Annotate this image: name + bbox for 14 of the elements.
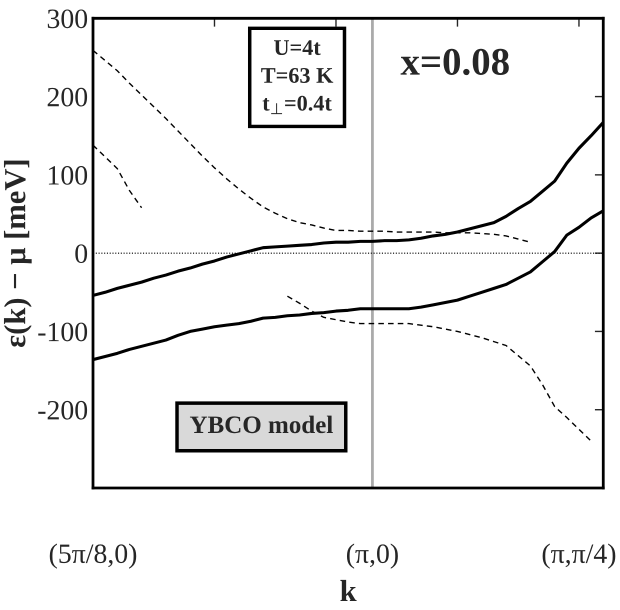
x-axis-title: k: [340, 580, 357, 602]
x-tick-label: (5π/8,0): [50, 544, 136, 569]
y-tick-label: -100: [38, 322, 88, 342]
annotation: U=4t T=63 K t$_{⊥}$=0.4t: [261, 40, 334, 114]
y-tick-label: 0: [75, 244, 88, 264]
y-tick-label: 300: [48, 9, 88, 28]
y-tick-label: 100: [48, 166, 88, 185]
y-tick-label: 200: [48, 88, 88, 106]
x-tick-label: (π,π/4): [542, 544, 616, 569]
annotation: YBCO model: [190, 416, 333, 434]
annotation: x=0.08: [400, 48, 509, 76]
y-axis-title: ε(k) − μ [meV]: [4, 160, 32, 348]
y-tick-label: -200: [38, 400, 88, 420]
x-tick-label: (π,0): [346, 544, 398, 569]
